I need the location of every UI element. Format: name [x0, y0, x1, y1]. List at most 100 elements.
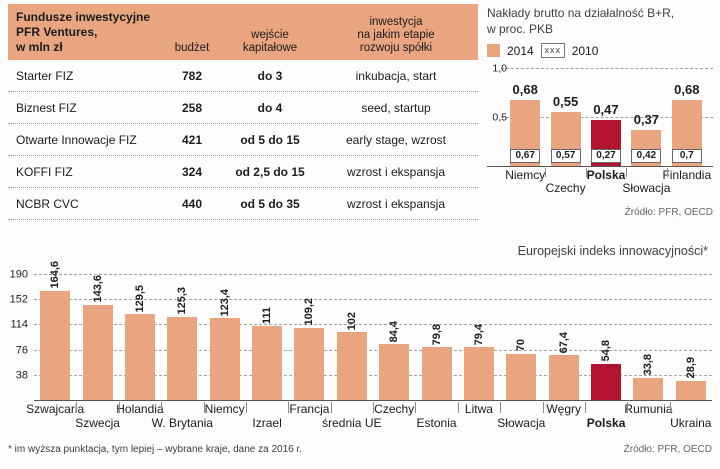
table-row: Starter FIZ 782 do 3 inkubacja, start — [8, 60, 478, 92]
axis-tick — [245, 402, 247, 413]
bar-szwecja — [82, 304, 113, 400]
cell-entry: od 5 do 35 — [240, 196, 300, 211]
bar-2010-box: 0,27 — [591, 149, 621, 164]
axis-tick — [457, 402, 459, 413]
bar-value-label: 0,68 — [674, 81, 700, 97]
cell-fund-name: Starter FIZ — [16, 68, 74, 83]
bar-francja — [294, 327, 325, 400]
table-row: KOFFI FIZ 324 od 2,5 do 15 wzrost i ekspans… — [8, 156, 478, 188]
chart-footnote: * im wyższa punktacja, tym lepiej – wybr… — [8, 444, 303, 455]
category-label: Izrael — [252, 416, 282, 430]
axis-tick — [627, 402, 629, 413]
cell-stage: seed, startup — [361, 100, 431, 115]
y-axis-label: 1,0 — [492, 62, 507, 75]
bar-value-label: 33,8 — [627, 354, 669, 375]
bar-value-label: 0,37 — [633, 111, 660, 127]
bar-rumunia — [633, 377, 664, 400]
table-row: Otwarte Innowacje FIZ 421 od 5 do 15 early … — [8, 124, 478, 156]
bar-value-label: 129,5 — [119, 285, 161, 313]
axis-tick — [666, 168, 668, 178]
bar-value-label: 28,9 — [670, 357, 712, 378]
rd-chart: Nakłady brutto na działalność B+R, w pro… — [487, 6, 713, 218]
legend-2014-swatch — [487, 44, 500, 58]
y-axis-label: 76 — [15, 343, 28, 356]
bar-2010-box: 0,7 — [671, 149, 702, 164]
y-axis-label: 0,5 — [492, 111, 507, 124]
eu-chart-source: Źródło: PFR, OECD — [623, 444, 712, 455]
bar-value-text: 54,8 — [600, 340, 613, 362]
axis-tick — [288, 402, 290, 413]
cell-fund-name: Otwarte Innowacje FIZ — [16, 132, 137, 147]
bar-w-brytania — [167, 316, 198, 400]
bar-value-label: 111 — [246, 307, 288, 324]
bar-value-text: 109,2 — [303, 298, 316, 326]
legend-2010-swatch: xxx — [540, 43, 565, 59]
cell-stage: inkubacja, start — [355, 68, 437, 83]
col-header-entry: wejście kapitałowe — [242, 29, 298, 55]
axis-tick — [545, 168, 547, 178]
bar-value-label: 0,47 — [593, 102, 619, 118]
cell-fund-name: Biznest FIZ — [16, 100, 77, 115]
bar-value-text: 79,4 — [472, 323, 485, 346]
legend-2014-label: 2014 — [507, 43, 534, 58]
fund-table-body: Starter FIZ 782 do 3 inkubacja, start Biznes… — [8, 60, 478, 220]
rd-chart-legend: 2014 xxx 2010 — [487, 43, 713, 59]
cell-budget: 421 — [181, 132, 203, 147]
category-label: Polska — [586, 416, 626, 430]
bar-value-text: 67,4 — [557, 331, 570, 354]
category-label: Francja — [289, 402, 330, 416]
rd-chart-source: Źródło: PFR, OECD — [624, 207, 713, 219]
cell-fund-name: NCBR CVC — [16, 196, 79, 211]
category-label: Ukraina — [670, 416, 712, 430]
gridline: 1,0 — [492, 63, 713, 75]
category-label: Niemcy — [204, 402, 245, 416]
bar-value-text: 111 — [261, 307, 274, 325]
cell-stage: wzrost i ekspansja — [346, 164, 446, 179]
category-label: Polska — [586, 168, 626, 183]
bar-value-label: 109,2 — [288, 298, 330, 326]
gridline: 38 — [16, 369, 712, 381]
bar-ukraina — [675, 380, 706, 400]
y-axis-label: 152 — [9, 293, 28, 306]
bar-value-text: 123,4 — [218, 288, 231, 317]
bar-value-label: 143,6 — [76, 275, 118, 303]
gridline: 114 — [10, 319, 712, 331]
gridline: 190 — [10, 268, 712, 280]
category-label: Szwajcaria — [26, 402, 85, 416]
fund-table-header: Fundusze inwestycyjne PFR Ventures, w ml… — [8, 4, 478, 60]
bar-value-label: 79,8 — [415, 324, 457, 345]
category-label: Węgry — [546, 402, 582, 416]
rd-cats: Niemcy Czechy Polska Słowacja Finlandia — [487, 167, 713, 199]
eu-chart-title: Europejski indeks innowacyjności* — [517, 244, 708, 258]
bar-rednia-ue — [336, 332, 367, 400]
bar-szwajcaria — [40, 290, 71, 400]
category-label: W. Brytania — [151, 416, 213, 430]
eu-plot: 190 152 114 76 38 164,6 143,6 129,5 125,3 123,4 11… — [10, 261, 712, 401]
axis-tick — [626, 168, 628, 178]
bar-izrael — [252, 326, 283, 400]
bar-estonia — [421, 347, 452, 400]
cell-entry: od 5 do 15 — [240, 132, 300, 147]
axis-tick — [118, 402, 120, 413]
category-label: Czechy — [374, 402, 415, 416]
bar-value-label: 67,4 — [543, 332, 585, 353]
category-label: Słowacja — [622, 181, 671, 196]
axis-tick — [203, 402, 205, 413]
bar-2010-box: 0,57 — [550, 149, 581, 164]
axis-tick — [585, 168, 587, 178]
bar-value-text: 129,5 — [133, 284, 146, 313]
cell-budget: 440 — [181, 196, 203, 211]
category-label: Rumunia — [624, 402, 673, 416]
category-label: Czechy — [545, 181, 586, 196]
bar-litwa — [463, 347, 494, 400]
category-label: średnia UE — [322, 416, 382, 430]
table-row: NCBR CVC 440 od 5 do 35 wzrost i ekspansja — [8, 188, 478, 220]
axis-tick — [500, 402, 502, 413]
axis-tick — [542, 402, 544, 413]
bar-value-text: 33,8 — [642, 354, 655, 376]
axis-tick — [584, 402, 586, 413]
bar-s-owacja — [506, 353, 537, 400]
bar-value-text: 28,9 — [684, 357, 697, 379]
cell-budget: 324 — [181, 164, 203, 179]
